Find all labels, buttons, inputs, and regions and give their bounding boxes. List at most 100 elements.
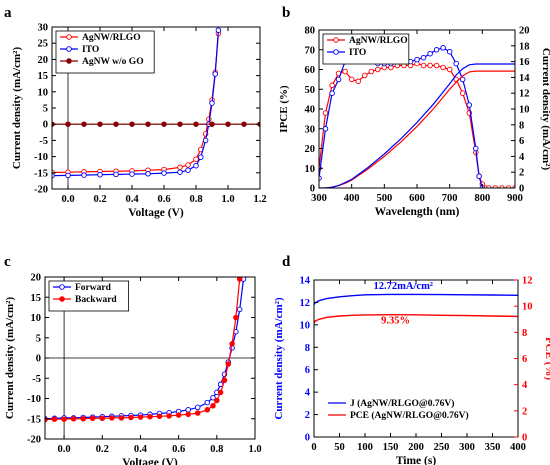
y-tick-label: 80	[305, 26, 316, 37]
legend-marker	[66, 58, 72, 64]
legend-marker	[66, 34, 72, 40]
annotation-label: 9.35%	[381, 316, 410, 327]
y-tick-label: 20	[38, 55, 49, 66]
data-point	[209, 100, 215, 106]
y-tick-label-right: 20	[519, 26, 530, 37]
data-point	[202, 137, 209, 144]
legend-label: Backward	[75, 295, 117, 305]
data-point	[329, 82, 335, 89]
data-point	[161, 170, 167, 176]
y-tick-label: 14	[300, 276, 311, 287]
data-point	[233, 314, 239, 321]
annotation-label: 12.72mA/cm²	[374, 281, 433, 292]
y-tick-label-right: 6	[522, 354, 527, 365]
x-tick-label: 800	[474, 193, 490, 204]
y-tick-label: -5	[39, 136, 48, 147]
data-point	[476, 173, 482, 179]
series-line-b-2	[319, 70, 515, 188]
chart-panel-a: 0.0 0.2 0.4 0.6 0.8 1.0 1.2 -20 -15 -10 -5 0 5 10 15 20…	[11, 23, 267, 220]
data-point	[212, 71, 218, 77]
x-tick-label: 1.2	[253, 194, 266, 205]
y-tick-label: 30	[38, 23, 49, 34]
data-point	[175, 412, 182, 418]
legend-label: J (AgNW/RLGO@0.76V)	[350, 398, 454, 409]
y-tick-label: 6	[305, 365, 310, 376]
data-point	[193, 156, 199, 162]
legend-label: ITO	[82, 45, 99, 55]
legend-box	[324, 397, 485, 427]
data-point	[210, 403, 216, 409]
data-point	[193, 121, 199, 127]
data-point	[229, 341, 235, 347]
data-point	[185, 411, 191, 418]
y-tick-label: 60	[305, 65, 316, 76]
data-point	[118, 415, 125, 421]
data-point	[446, 48, 453, 55]
data-point	[329, 90, 335, 96]
y-tick-label-right: 10	[519, 105, 530, 116]
y-tick-label: 20	[31, 273, 42, 284]
y-axis-label: Current density (mA/cm²)	[273, 297, 285, 420]
panel-letter-d: d	[282, 254, 291, 270]
y-tick-label: -20	[27, 435, 41, 446]
legend-label: PCE (AgNW/RLGO@0.76V)	[350, 410, 469, 421]
legend-marker	[333, 37, 339, 43]
y-tick-label: 20	[305, 144, 316, 155]
x-tick-label: 0.2	[96, 444, 109, 455]
data-point	[453, 60, 459, 67]
data-point	[427, 50, 433, 57]
data-point	[348, 76, 355, 83]
data-point	[51, 416, 58, 422]
y-tick-label: -5	[32, 374, 41, 385]
data-point	[113, 171, 119, 178]
x-tick-label: 400	[344, 193, 360, 204]
y-tick-label-right: 4	[519, 152, 525, 163]
data-point	[204, 399, 211, 406]
y-tick-label: -10	[34, 152, 48, 163]
data-point	[177, 169, 183, 175]
y-axis-label: IPCE (%)	[278, 85, 290, 133]
x-tick-label: 200	[408, 442, 424, 453]
data-point	[217, 389, 224, 396]
x-tick-label: 0.6	[172, 444, 185, 455]
y-tick-label: 15	[31, 293, 42, 304]
data-point	[221, 377, 228, 384]
x-tick-label: 700	[442, 193, 458, 204]
x-tick-label: 350	[485, 442, 501, 453]
y-tick-label-right: 18	[519, 41, 530, 52]
data-point	[361, 72, 368, 79]
x-tick-label: 0.2	[93, 194, 106, 205]
data-point	[440, 64, 446, 71]
chart-panel-b: 300 400 500 600 700 800 9000102030405060708002…	[278, 26, 550, 219]
x-tick-label: 400	[510, 442, 526, 453]
data-point	[342, 68, 348, 75]
data-point	[355, 78, 361, 85]
series-line-d-0	[314, 293, 518, 306]
x-tick-label: 0.0	[58, 444, 71, 455]
y-tick-label: 0	[43, 120, 48, 131]
series-line-b-1	[319, 47, 483, 188]
chart-panel-c: 0.0 0.2 0.4 0.6 0.8 1.0 -20 -15 -10 -5 0 5 10 15 20 Vol…	[4, 273, 262, 465]
x-tick-label: 0.8	[210, 444, 223, 455]
data-point	[177, 121, 183, 127]
x-tick-label: 900	[507, 193, 523, 204]
y-tick-label-right: 16	[519, 57, 530, 68]
data-point	[335, 76, 342, 83]
data-point	[420, 62, 427, 69]
data-point	[177, 164, 183, 171]
y-tick-label-right: 8	[519, 120, 524, 131]
y-tick-label-right: 12	[519, 89, 530, 100]
x-tick-label: 300	[459, 442, 475, 453]
y-tick-label: 0	[305, 433, 310, 444]
data-point	[194, 404, 201, 411]
y-tick-label: 4	[305, 388, 311, 399]
series-line-b-3	[319, 63, 515, 188]
data-point	[193, 162, 199, 169]
legend-box	[55, 30, 155, 74]
y-tick-label: 10	[31, 313, 42, 324]
x-tick-label: 600	[409, 193, 425, 204]
data-point	[241, 121, 247, 127]
y-tick-label-right: 10	[522, 302, 533, 313]
data-point	[215, 27, 222, 33]
y-tick-label: 15	[38, 71, 49, 82]
